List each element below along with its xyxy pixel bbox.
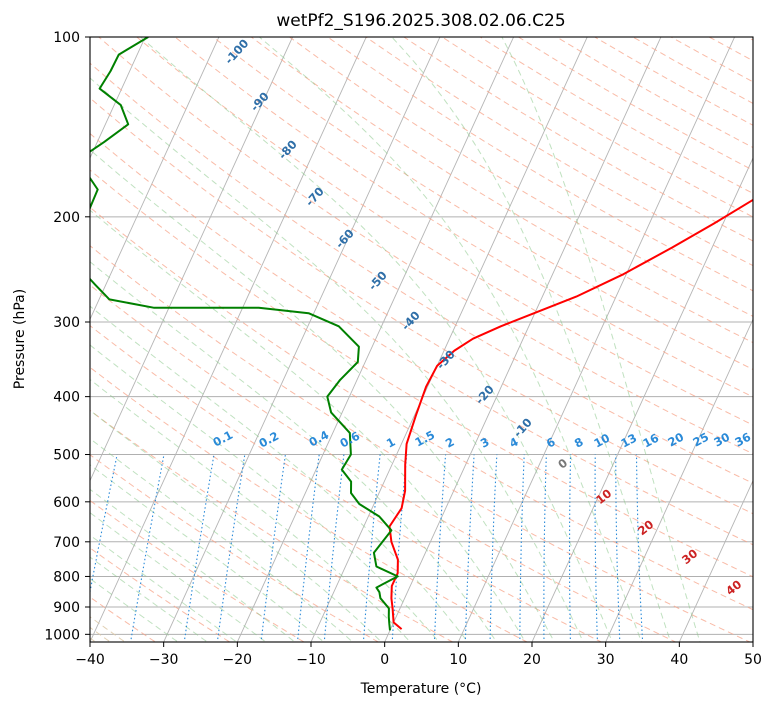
mixing-ratio-line [519, 454, 525, 642]
moist-adiabat-line [90, 344, 440, 642]
mixing-ratio-line [183, 454, 215, 642]
dry-adiabat-line [90, 325, 603, 642]
mixing-ratio-line [464, 454, 475, 642]
x-tick-label: 50 [744, 652, 762, 668]
mixing-ratio-label: 25 [690, 430, 711, 450]
isotherm-line [752, 640, 753, 642]
mixing-ratio-line [568, 454, 572, 642]
isotherm-line [457, 37, 736, 642]
moist-adiabat-line [139, 37, 613, 642]
x-tick-label: 30 [597, 652, 615, 668]
y-tick-label: 700 [53, 535, 80, 551]
isotherm-line [163, 37, 441, 642]
moist-adiabat-line [391, 37, 672, 642]
x-tick-label: −10 [296, 652, 326, 668]
mixing-ratio-line [615, 454, 621, 642]
x-tick-label: 20 [523, 652, 541, 668]
isotherm-line [531, 156, 753, 642]
dewpoint-profile-line [90, 37, 399, 631]
moist-adiabat-line [90, 534, 238, 642]
moist-adiabat-line [90, 464, 325, 642]
moist-adiabat-line [90, 488, 296, 642]
y-axis-title: Pressure (hPa) [12, 289, 28, 389]
y-tick-label: 200 [53, 210, 80, 226]
moist-adiabat-line [90, 305, 469, 642]
y-tick-label: 300 [53, 315, 80, 331]
dry-adiabat-line [90, 454, 380, 642]
y-axis: 100 200 300 400 500 600 700 800 900 1000 [44, 30, 90, 643]
mixing-ratio-line [635, 454, 644, 642]
dry-adiabat-line [90, 499, 305, 642]
isotherm-line [90, 37, 367, 642]
dry-adiabat-line [90, 245, 751, 642]
dry-adiabat-line [90, 132, 753, 546]
x-tick-label: −30 [149, 652, 179, 668]
moist-adiabat-line [90, 209, 526, 642]
moist-adiabat-line [90, 577, 179, 642]
y-tick-label: 100 [53, 30, 80, 46]
y-tick-label: 600 [53, 495, 80, 511]
y-tick-label: 800 [53, 569, 80, 585]
moist-adiabat-line [501, 37, 701, 642]
x-tick-label: 0 [380, 652, 389, 668]
mixing-ratio-line [130, 454, 165, 642]
dry-adiabat-line [772, 10, 775, 647]
x-tick-label: −40 [75, 652, 105, 668]
mixing-ratio-label: 10 [591, 431, 612, 451]
mixing-ratio-line [489, 454, 498, 642]
plot-frame [89, 36, 754, 643]
moist-adiabat-line [90, 409, 383, 642]
mixing-ratio-label: 30 [711, 430, 732, 450]
isotherm-line [90, 37, 294, 482]
temperature-profile-line [388, 198, 753, 630]
x-tick-label: 40 [670, 652, 688, 668]
x-tick-label: 10 [449, 652, 467, 668]
dry-adiabat-line [90, 366, 528, 642]
dry-adiabat-line [288, 37, 753, 317]
y-tick-label: 500 [53, 448, 80, 464]
dry-adiabat-line [90, 169, 753, 578]
plot-background [90, 37, 753, 642]
moist-adiabat-line [90, 378, 411, 642]
isotherm-line [310, 37, 588, 642]
moist-adiabat-line [258, 37, 643, 642]
x-axis: −40 −30 −20 −10 0 10 20 30 40 50 [75, 642, 762, 668]
dry-adiabat-line [136, 37, 753, 426]
x-axis-title: Temperature (°C) [360, 681, 482, 697]
isotherm-line [90, 37, 220, 321]
dry-adiabat-line [90, 97, 753, 515]
y-tick-label: 400 [53, 390, 80, 406]
mixing-ratio-label: 36 [732, 430, 753, 450]
dry-adiabat-line [90, 206, 753, 611]
mixing-ratio-line [90, 454, 118, 595]
dry-adiabat-line [174, 37, 753, 398]
mixing-ratio-label: 16 [640, 431, 661, 451]
isotherm-line [384, 37, 662, 642]
moist-adiabat-line [90, 556, 209, 642]
mixing-ratio-label: 20 [665, 430, 686, 450]
y-tick-label: 900 [53, 600, 80, 616]
moist-adiabat-line [90, 261, 498, 642]
mixing-ratio-line [543, 454, 547, 642]
moist-adiabat-line [90, 438, 354, 642]
mixing-ratio-line [433, 454, 447, 642]
isotherm-line [678, 479, 753, 642]
isotherm-line [0, 10, 10, 647]
isotherm-line [605, 318, 753, 642]
moist-adiabat-line [90, 149, 555, 642]
isotherm-line [90, 37, 146, 160]
y-tick-label: 1000 [44, 627, 80, 643]
x-tick-label: −20 [223, 652, 253, 668]
chart-title: wetPf2_S196.2025.308.02.06.C25 [276, 11, 565, 31]
mixing-ratio-label: 13 [618, 431, 639, 451]
sounding-profiles [90, 37, 753, 631]
mixing-ratio-line [594, 454, 598, 642]
mixing-ratio-line [362, 454, 381, 642]
isotherm-line [236, 37, 515, 642]
moist-adiabat-line [90, 512, 267, 642]
